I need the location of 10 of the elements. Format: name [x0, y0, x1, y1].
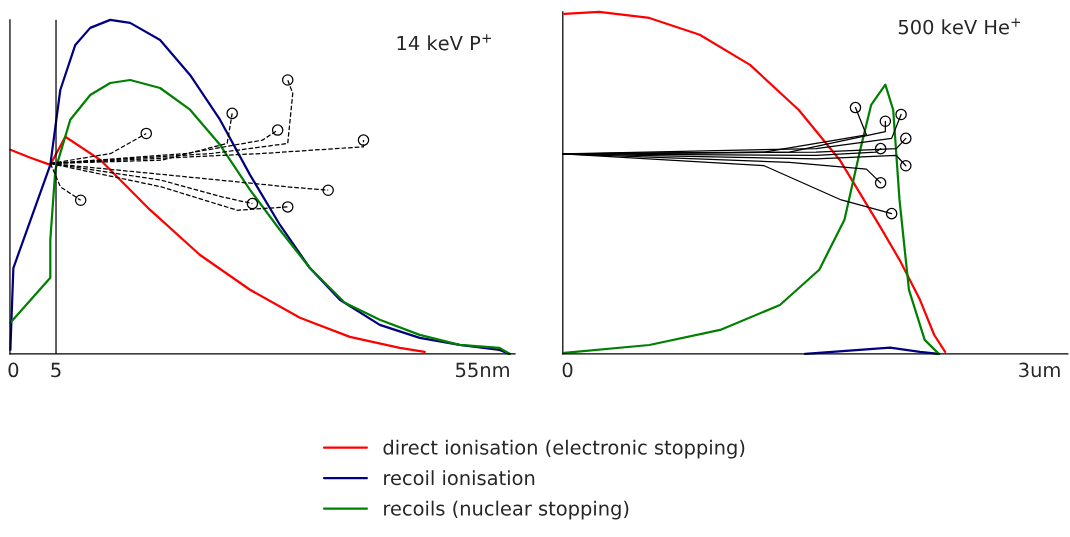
legend-label: recoil ionisation — [384, 470, 535, 486]
x-tick-label: 55nm — [456, 362, 509, 378]
text: 14 keV P$^{+}$ — [397, 34, 491, 51]
legend-label: recoils (nuclear stopping) — [384, 500, 629, 520]
chart-title: 500 keV He$^{+}$ — [898, 18, 1021, 35]
x-tick-label: 5 — [51, 362, 61, 378]
x-tick-label: 3um — [1019, 362, 1060, 378]
legend-label: direct ionisation (electronic stopping) — [383, 439, 745, 459]
x-tick-label: 0 — [562, 362, 573, 378]
x-tick-label: 0 — [8, 362, 19, 378]
